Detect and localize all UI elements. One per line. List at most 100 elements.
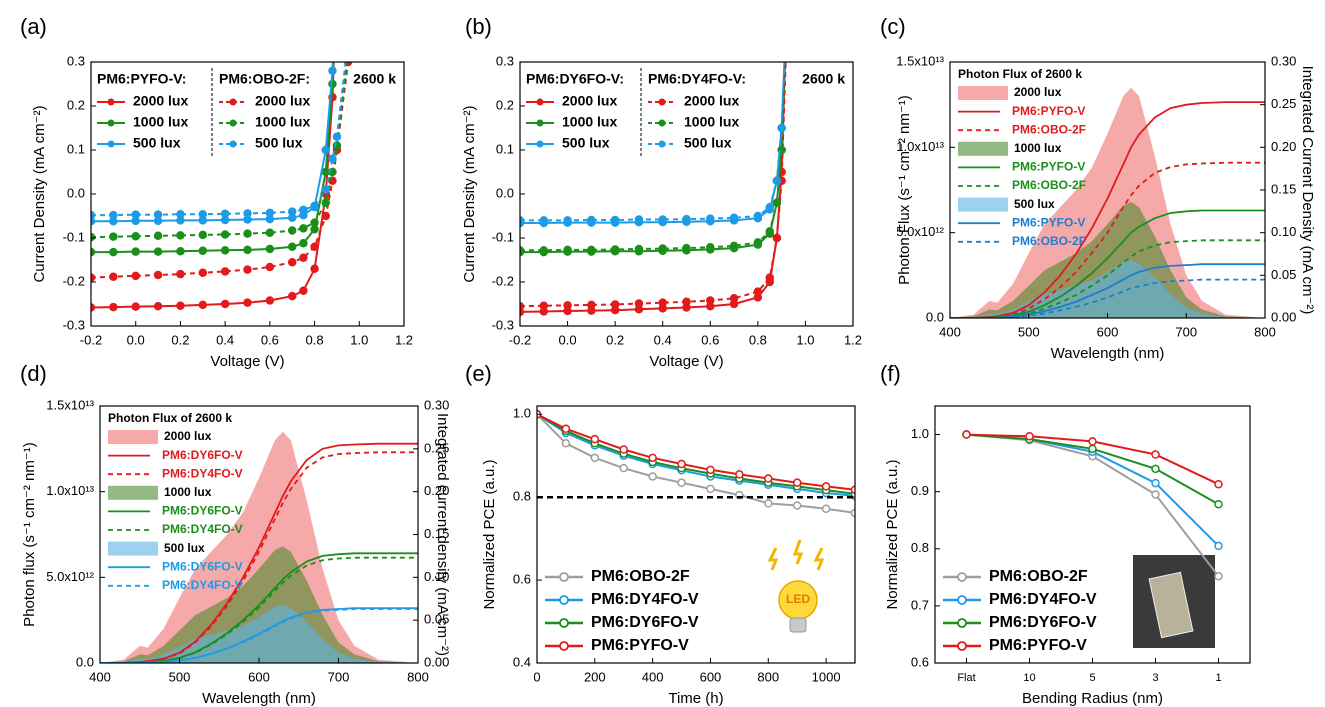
marker bbox=[310, 201, 319, 211]
marker bbox=[91, 303, 96, 312]
legend-label: PM6:DY4FO-V bbox=[162, 466, 243, 480]
marker bbox=[610, 215, 620, 225]
marker bbox=[539, 246, 549, 255]
legend-label: 500 lux bbox=[684, 135, 732, 151]
marker bbox=[706, 465, 715, 475]
marker bbox=[220, 230, 230, 239]
marker bbox=[783, 15, 790, 22]
marker bbox=[677, 478, 686, 487]
marker bbox=[792, 478, 802, 487]
y2-tick-label: 0.20 bbox=[424, 483, 449, 498]
marker bbox=[561, 424, 571, 434]
y-tick-label: 0.0 bbox=[496, 185, 514, 200]
series-line bbox=[91, 62, 334, 223]
x-tick-label: 700 bbox=[1175, 324, 1197, 339]
panel-label: (c) bbox=[880, 14, 906, 39]
marker bbox=[587, 215, 596, 225]
legend-label: PM6:DY4FO-V bbox=[989, 591, 1097, 608]
y2-tick-label: 0.10 bbox=[424, 569, 449, 584]
frame bbox=[949, 61, 1266, 319]
y-tick-label: 0.6 bbox=[513, 572, 531, 587]
marker bbox=[706, 214, 715, 223]
current-line bbox=[100, 608, 418, 663]
frame bbox=[99, 405, 419, 664]
x-tick-label: 1.0 bbox=[796, 332, 814, 347]
plot-area bbox=[537, 410, 855, 518]
marker bbox=[520, 301, 525, 311]
marker bbox=[310, 242, 319, 252]
y-tick-label: 0.0 bbox=[926, 309, 944, 324]
marker bbox=[328, 66, 337, 76]
y-tick-label: 0.9 bbox=[911, 483, 929, 498]
marker bbox=[735, 470, 744, 479]
marker bbox=[328, 154, 337, 164]
series-line bbox=[520, 62, 786, 224]
legend-marker bbox=[658, 140, 666, 148]
y-tick-label: 1.0 bbox=[513, 406, 531, 421]
x-axis-label: Voltage (V) bbox=[210, 353, 284, 370]
marker bbox=[310, 218, 319, 227]
legend-label: PM6:OBO-2F bbox=[1012, 234, 1086, 248]
legend-swatch bbox=[108, 541, 158, 556]
x-tick-label: 1 bbox=[1215, 672, 1221, 684]
marker bbox=[729, 294, 739, 303]
plot-area bbox=[520, 15, 790, 317]
legend-marker bbox=[107, 140, 115, 148]
legend-swatch bbox=[108, 430, 158, 444]
marker bbox=[658, 298, 667, 307]
legend-header: PM6:PYFO-V: bbox=[97, 71, 186, 87]
marker bbox=[109, 302, 118, 312]
x-tick-label: 800 bbox=[1254, 324, 1276, 339]
series-line bbox=[91, 62, 335, 309]
legend-label: 500 lux bbox=[164, 541, 205, 555]
y2-tick-label: 0.25 bbox=[424, 440, 449, 455]
marker bbox=[243, 245, 252, 255]
legend-label: 500 lux bbox=[255, 135, 303, 151]
marker bbox=[777, 123, 786, 133]
marker bbox=[539, 216, 549, 225]
marker bbox=[706, 242, 715, 252]
x-tick-label: 0.6 bbox=[261, 332, 279, 347]
marker bbox=[299, 286, 308, 296]
series-line bbox=[91, 62, 347, 217]
y2-tick-label: 0.15 bbox=[424, 526, 449, 541]
x-tick-label: 500 bbox=[169, 669, 191, 684]
legend-label: 1000 lux bbox=[1014, 141, 1062, 155]
legend-label: PM6:DY6FO-V bbox=[989, 614, 1097, 631]
marker bbox=[783, 15, 790, 22]
series-line bbox=[537, 413, 855, 495]
series-line bbox=[91, 62, 350, 279]
marker bbox=[792, 501, 802, 510]
x-tick-label: 600 bbox=[248, 669, 270, 684]
legend-marker bbox=[957, 572, 967, 582]
marker bbox=[821, 482, 831, 491]
marker bbox=[764, 499, 773, 508]
plot-area bbox=[962, 430, 1223, 581]
legend-marker bbox=[536, 140, 544, 148]
marker bbox=[1151, 450, 1160, 459]
legend-marker bbox=[559, 572, 569, 582]
x-tick-label: -0.2 bbox=[509, 332, 531, 347]
legend-label: 1000 lux bbox=[684, 114, 739, 130]
marker bbox=[332, 132, 342, 142]
y-tick-label: 1.0x10¹³ bbox=[896, 139, 944, 154]
y-tick-label: -0.3 bbox=[492, 317, 514, 332]
y-tick-label: 0.8 bbox=[513, 489, 531, 504]
marker bbox=[753, 238, 763, 247]
marker bbox=[153, 247, 163, 256]
marker bbox=[176, 231, 185, 240]
y-tick-label: 1.0 bbox=[911, 426, 929, 441]
y2-tick-label: 0.10 bbox=[1271, 224, 1296, 239]
y2-tick-label: 0.25 bbox=[1271, 96, 1296, 111]
marker bbox=[265, 262, 275, 272]
legend-swatch bbox=[958, 197, 1008, 212]
marker bbox=[299, 239, 308, 248]
marker bbox=[821, 504, 831, 514]
marker bbox=[176, 209, 185, 219]
x-tick-label: 600 bbox=[700, 669, 722, 684]
marker bbox=[198, 268, 208, 278]
marker bbox=[563, 301, 572, 310]
legend-marker bbox=[658, 119, 666, 127]
legend-label: PM6:PYFO-V bbox=[591, 637, 689, 654]
